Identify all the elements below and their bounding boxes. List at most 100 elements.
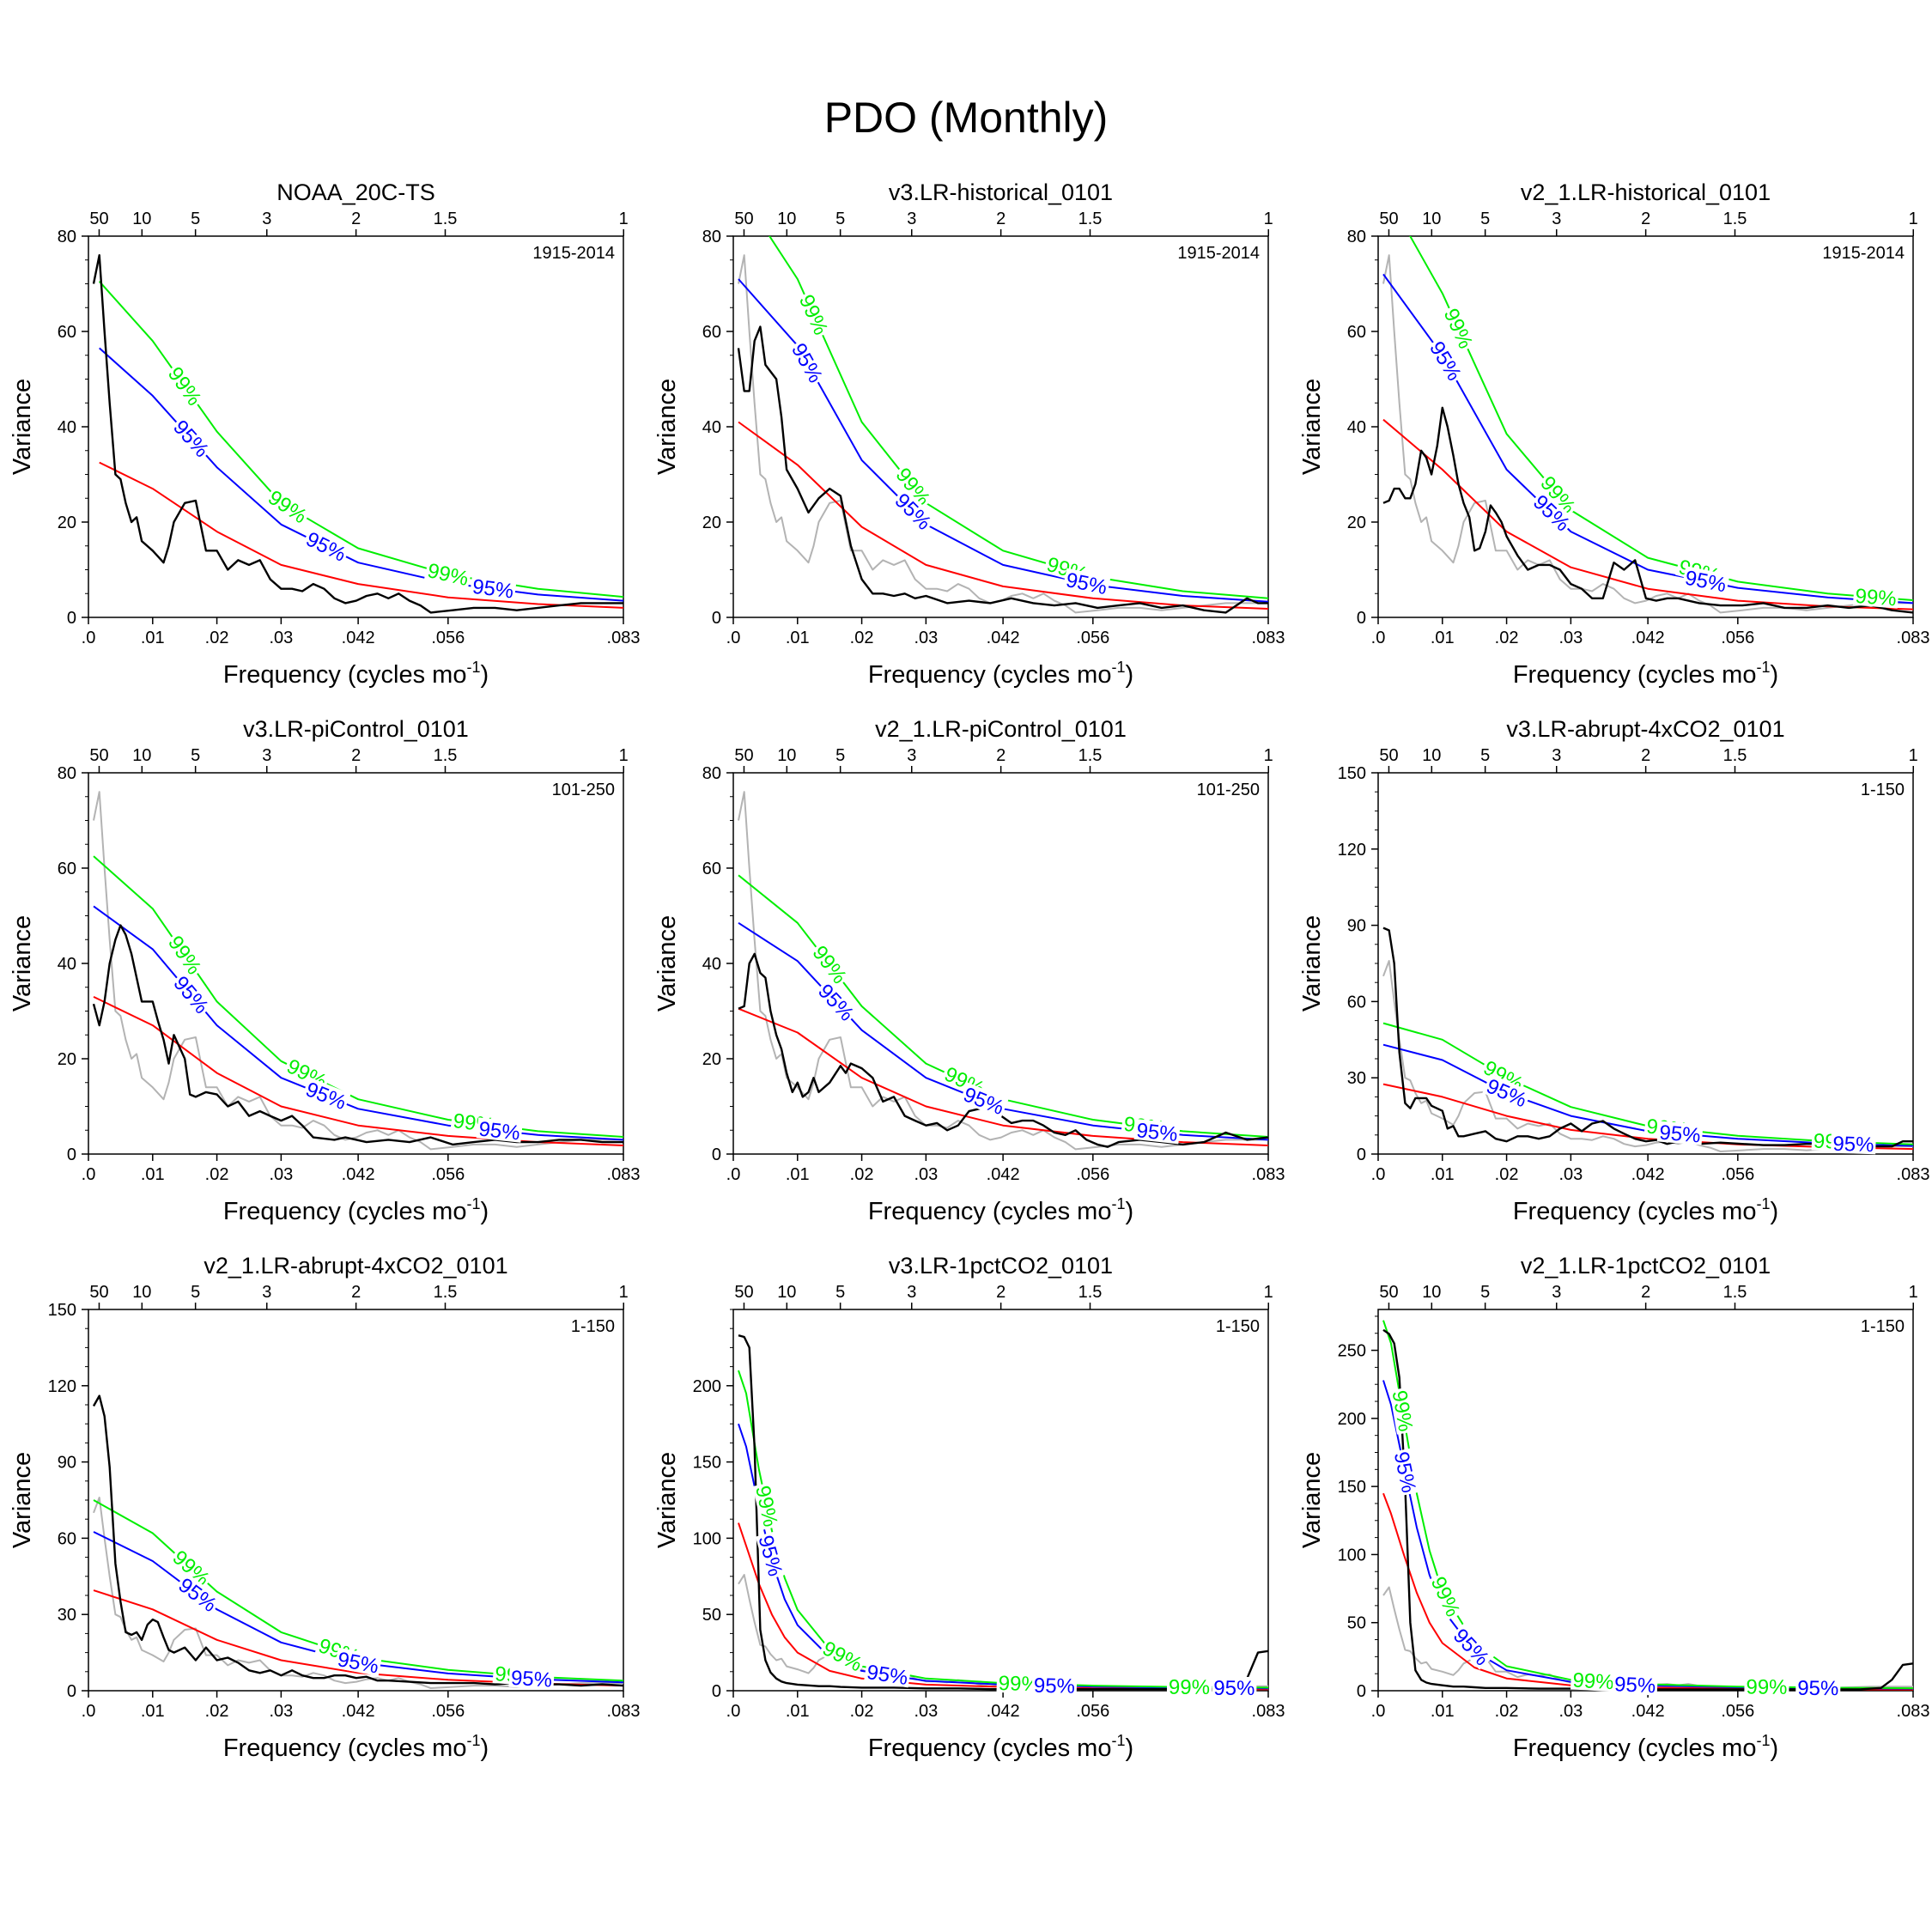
period-tick-label: 50 (1379, 746, 1398, 765)
red-noise-line (1382, 418, 1913, 611)
ci-label-background (1681, 566, 1730, 595)
y-axis-label: Variance (1298, 915, 1326, 1012)
ci99-label: 99% (794, 291, 832, 338)
period-tick-label: 3 (907, 746, 916, 765)
y-tick-label: 60 (58, 1529, 76, 1548)
red-noise-line (93, 995, 623, 1146)
x-tick-label: .03 (914, 629, 938, 647)
plot-frame (1377, 772, 1914, 1155)
period-tick-label: 3 (262, 746, 271, 765)
ci95-line (738, 1423, 1268, 1690)
ci-label-background (173, 1572, 222, 1616)
ci-label-background (959, 1082, 1009, 1119)
y-tick-label: 20 (1347, 513, 1366, 532)
period-tick-label: 5 (191, 1283, 200, 1302)
period-tick-label: 50 (89, 746, 108, 765)
x-tick-label: .083 (1252, 1702, 1285, 1721)
spectrum-chart: v2_1.LR-historical_0101 1915-2014 0 20 40 60 8… (1298, 179, 1929, 689)
ci-label-background (508, 1666, 555, 1690)
ci99-label: 99% (1855, 585, 1898, 611)
x-tick-label: .03 (269, 629, 293, 647)
ci-label-background (1528, 489, 1576, 536)
y-tick-label: 90 (58, 1454, 76, 1473)
x-tick-label: .0 (82, 1165, 96, 1184)
y-tick-label: 60 (1347, 323, 1366, 342)
ci-label-background (301, 1077, 351, 1114)
x-tick-label: .01 (1431, 1165, 1455, 1184)
x-tick-label: .03 (269, 1165, 293, 1184)
plot-frame (1377, 235, 1914, 618)
period-tick-label: 1 (1909, 210, 1918, 228)
period-tick-label: 5 (1480, 746, 1490, 765)
period-tick-label: 3 (262, 210, 271, 228)
y-tick-label: 0 (1357, 1145, 1366, 1164)
ci95-label: 95% (1034, 1674, 1076, 1698)
x-tick-label: .02 (1495, 1702, 1519, 1721)
ci-label-background (169, 414, 215, 462)
ci95-label: 95% (168, 972, 213, 1018)
ci95-label: 95% (1614, 1673, 1656, 1698)
ci99-label: 99% (1572, 1668, 1615, 1694)
panel-title: v2_1.LR-abrupt-4xCO2_0101 (204, 1253, 507, 1279)
panel-title: v2_1.LR-piControl_0101 (875, 716, 1127, 742)
period-label: 101-250 (552, 781, 615, 799)
ci-label-background (890, 488, 937, 534)
y-tick-label: 30 (1347, 1069, 1366, 1088)
observed-reference-line (1382, 960, 1913, 1152)
x-tick-label: .02 (205, 629, 229, 647)
period-tick-label: 2 (1641, 1283, 1650, 1302)
figure-title: PDO (Monthly) (823, 94, 1109, 142)
x-tick-label: .03 (1558, 629, 1583, 647)
period-tick-label: 2 (996, 1283, 1005, 1302)
y-tick-label: 80 (702, 228, 721, 246)
spectrum-line (738, 952, 1268, 1148)
period-tick-label: 1.5 (1723, 746, 1747, 765)
y-axis-label: Variance (653, 915, 681, 1012)
period-tick-label: 1.5 (434, 1283, 458, 1302)
period-tick-label: 10 (777, 210, 796, 228)
ci-label-background (1133, 1118, 1181, 1145)
y-tick-label: 80 (58, 228, 76, 246)
spectrum-panel: v3.LR-1pctCO2_0101 1-150 0 50 100 150 200.0.01… (639, 1253, 1285, 1807)
ci-label-background (1656, 1121, 1704, 1145)
x-tick-label: .042 (987, 1702, 1020, 1721)
period-tick-label: 2 (1641, 746, 1650, 765)
red-noise-line (99, 461, 623, 609)
y-tick-label: 40 (702, 418, 721, 437)
ci99-line (738, 1370, 1268, 1689)
ci95-label: 95% (866, 1661, 910, 1690)
x-tick-label: .0 (726, 1702, 741, 1721)
red-noise-line (738, 1007, 1268, 1146)
ci-label-background (1449, 1623, 1495, 1670)
ci95-label: 95% (1832, 1133, 1874, 1157)
period-tick-label: 5 (1480, 1283, 1490, 1302)
x-tick-label: .042 (987, 1165, 1020, 1184)
period-tick-label: 50 (89, 1283, 108, 1302)
x-tick-label: .056 (1721, 1165, 1754, 1184)
ci95-label: 95% (1389, 1449, 1420, 1495)
x-tick-label: .083 (607, 629, 641, 647)
ci-label-background (1166, 1675, 1212, 1698)
ci-label-background (818, 1636, 868, 1675)
spectrum-panel: v3.LR-piControl_0101 101-250 0 20 40 60 80 .0 .0… (0, 716, 640, 1271)
period-tick-label: 3 (262, 1283, 271, 1302)
x-axis-label: Frequency (cycles mo-1) (868, 1732, 1133, 1762)
y-tick-label: 150 (693, 1454, 721, 1473)
period-label: 1-150 (571, 1317, 615, 1336)
ci-label-background (1831, 1132, 1876, 1155)
x-tick-label: .01 (786, 1702, 810, 1721)
period-tick-label: 50 (734, 1283, 753, 1302)
period-tick-label: 3 (907, 210, 916, 228)
period-tick-label: 5 (191, 210, 200, 228)
ci95-label: 95% (477, 1118, 521, 1145)
x-tick-label: .03 (914, 1702, 938, 1721)
plot-frame (88, 1309, 624, 1692)
period-tick-label: 10 (132, 210, 151, 228)
panel-title: v3.LR-abrupt-4xCO2_0101 (1506, 716, 1784, 742)
ci-label-background (1389, 1387, 1418, 1435)
spectrum-chart: v3.LR-piControl_0101 101-250 0 20 40 60 80 .0 .0… (9, 716, 640, 1225)
x-tick-label: .042 (342, 1702, 375, 1721)
spectrum-panel: v2_1.LR-1pctCO2_0101 1-150 0 50 100 150 200 250… (1284, 1253, 1929, 1807)
ci-label-background (1062, 568, 1111, 598)
